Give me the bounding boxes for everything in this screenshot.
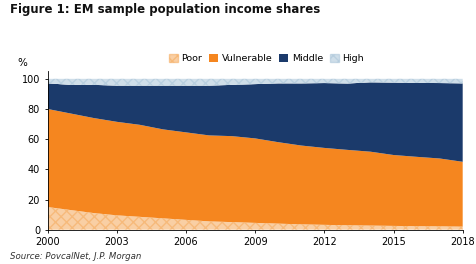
Text: Figure 1: EM sample population income shares: Figure 1: EM sample population income sh… [10, 3, 319, 16]
Legend: Poor, Vulnerable, Middle, High: Poor, Vulnerable, Middle, High [168, 54, 363, 63]
Y-axis label: %: % [18, 58, 28, 68]
Text: Source: PovcalNet, J.P. Morgan: Source: PovcalNet, J.P. Morgan [10, 252, 140, 261]
